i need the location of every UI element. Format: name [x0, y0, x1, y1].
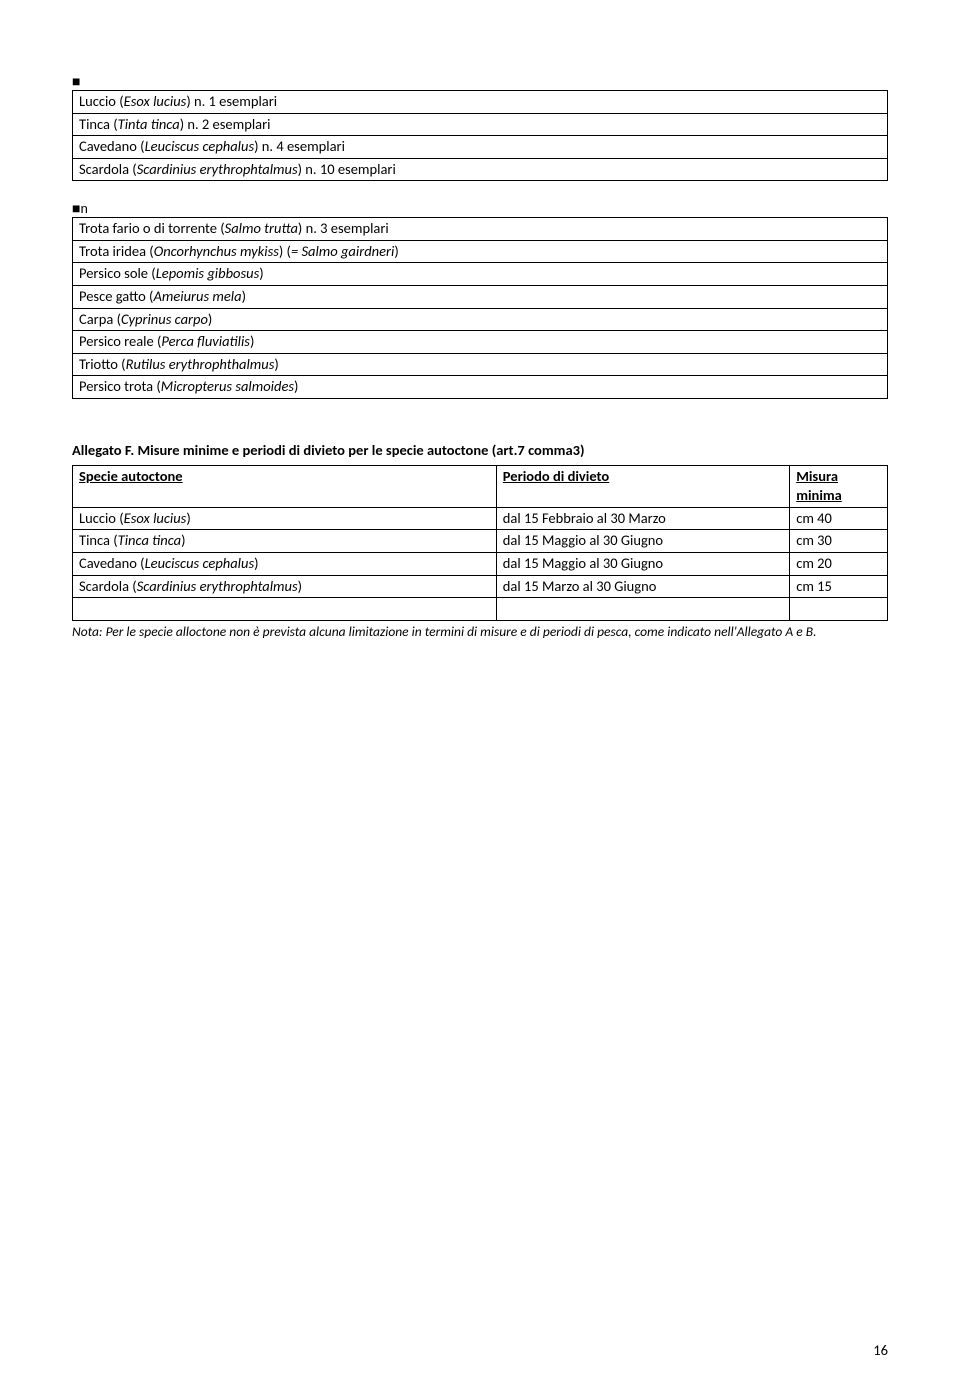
species-cell: Persico sole (Lepomis gibbosus): [73, 263, 888, 286]
table-row: Trota fario o di torrente (Salmo trutta)…: [73, 218, 888, 241]
bullet-marker-2: ■n: [72, 199, 888, 217]
species-cell: Persico trota (Micropterus salmoides): [73, 376, 888, 399]
table-row: Cavedano (Leuciscus cephalus) n. 4 esemp…: [73, 136, 888, 159]
table-row: Cavedano (Leuciscus cephalus)dal 15 Magg…: [73, 553, 888, 576]
table-row: Luccio (Esox lucius) n. 1 esemplari: [73, 91, 888, 114]
period-cell: dal 15 Maggio al 30 Giugno: [496, 530, 789, 553]
species-cell: Luccio (Esox lucius) n. 1 esemplari: [73, 91, 888, 114]
header-measure: Misuraminima: [790, 465, 888, 507]
species-cell: Tinca (Tinta tinca) n. 2 esemplari: [73, 113, 888, 136]
species-table-2: Trota fario o di torrente (Salmo trutta)…: [72, 217, 888, 399]
table-row: Pesce gatto (Ameiurus mela): [73, 285, 888, 308]
species-cell: Triotto (Rutilus erythrophthalmus): [73, 353, 888, 376]
measure-cell: cm 20: [790, 553, 888, 576]
measure-cell: cm 30: [790, 530, 888, 553]
species-cell: Pesce gatto (Ameiurus mela): [73, 285, 888, 308]
species-cell: Luccio (Esox lucius): [73, 507, 497, 530]
measure-cell: cm 15: [790, 575, 888, 598]
table-row: Luccio (Esox lucius)dal 15 Febbraio al 3…: [73, 507, 888, 530]
table-row: Tinca (Tinta tinca) n. 2 esemplari: [73, 113, 888, 136]
page-number: 16: [873, 1341, 888, 1359]
table-row: Tinca (Tinca tinca)dal 15 Maggio al 30 G…: [73, 530, 888, 553]
table-row: Scardola (Scardinius erythrophtalmus) n.…: [73, 158, 888, 181]
species-cell: Scardola (Scardinius erythrophtalmus) n.…: [73, 158, 888, 181]
species-cell: Cavedano (Leuciscus cephalus): [73, 553, 497, 576]
bullet-marker: ■: [72, 72, 888, 90]
period-cell: dal 15 Maggio al 30 Giugno: [496, 553, 789, 576]
table-row: Scardola (Scardinius erythrophtalmus)dal…: [73, 575, 888, 598]
table-row: Persico trota (Micropterus salmoides): [73, 376, 888, 399]
table-row: Persico sole (Lepomis gibbosus): [73, 263, 888, 286]
table-row: Carpa (Cyprinus carpo): [73, 308, 888, 331]
species-cell: Trota iridea (Oncorhynchus mykiss) (= Sa…: [73, 240, 888, 263]
period-cell: dal 15 Marzo al 30 Giugno: [496, 575, 789, 598]
empty-cell: [496, 598, 789, 621]
allegato-heading: Allegato F. Misure minime e periodi di d…: [72, 441, 888, 459]
period-cell: dal 15 Febbraio al 30 Marzo: [496, 507, 789, 530]
species-cell: Carpa (Cyprinus carpo): [73, 308, 888, 331]
species-cell: Trota fario o di torrente (Salmo trutta)…: [73, 218, 888, 241]
empty-cell: [73, 598, 497, 621]
header-species: Specie autoctone: [73, 465, 497, 507]
header-period: Periodo di divieto: [496, 465, 789, 507]
table-row: Persico reale (Perca fluviatilis): [73, 331, 888, 354]
species-cell: Cavedano (Leuciscus cephalus) n. 4 esemp…: [73, 136, 888, 159]
note-text: Nota: Per le specie alloctone non è prev…: [72, 623, 888, 641]
measure-cell: cm 40: [790, 507, 888, 530]
empty-cell: [790, 598, 888, 621]
table-row: Trota iridea (Oncorhynchus mykiss) (= Sa…: [73, 240, 888, 263]
species-cell: Persico reale (Perca fluviatilis): [73, 331, 888, 354]
table-header-row: Specie autoctonePeriodo di divietoMisura…: [73, 465, 888, 507]
species-cell: Tinca (Tinca tinca): [73, 530, 497, 553]
species-table-3: Specie autoctonePeriodo di divietoMisura…: [72, 465, 888, 621]
table-row-empty: [73, 598, 888, 621]
table-row: Triotto (Rutilus erythrophthalmus): [73, 353, 888, 376]
species-cell: Scardola (Scardinius erythrophtalmus): [73, 575, 497, 598]
bullet-icon: ■: [72, 76, 84, 88]
species-table-1: Luccio (Esox lucius) n. 1 esemplariTinca…: [72, 90, 888, 181]
bullet-icon: ■n: [72, 203, 84, 215]
